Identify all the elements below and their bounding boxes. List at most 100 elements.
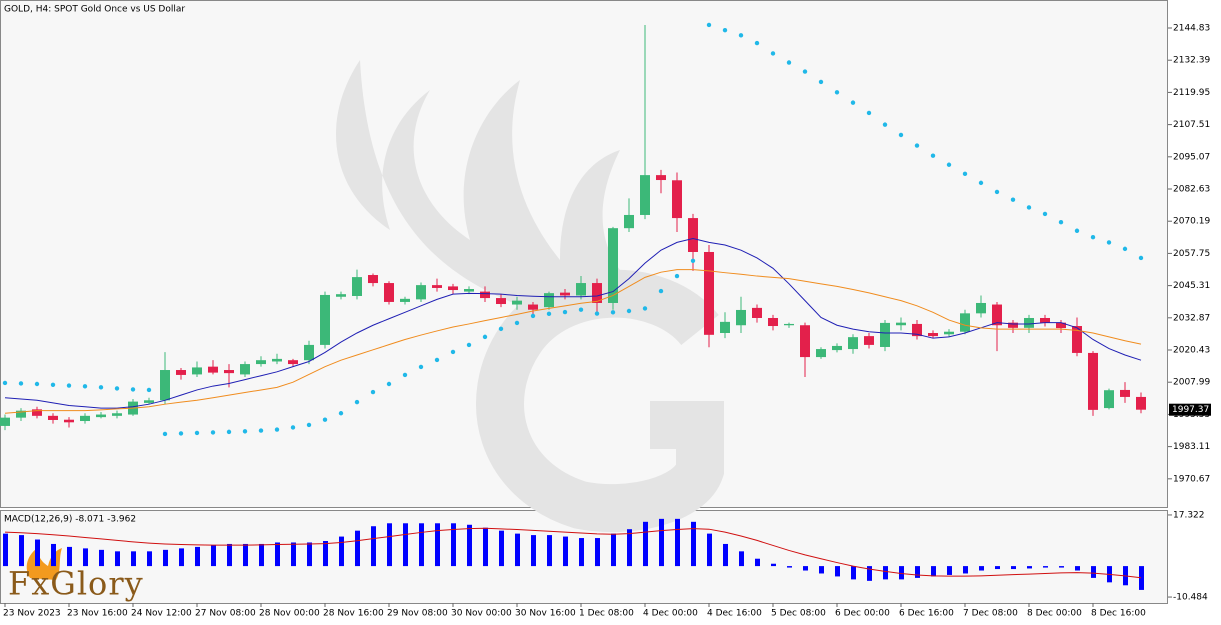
macd-bar (1091, 566, 1096, 578)
sar-dot (306, 422, 312, 428)
sar-dot (1010, 197, 1016, 202)
macd-bar (723, 543, 728, 567)
sar-dot (1090, 235, 1096, 240)
sar-dot (898, 132, 904, 138)
candle-body (400, 298, 410, 302)
candle-body (944, 331, 954, 335)
sar-dot (882, 122, 888, 127)
macd-bar (67, 546, 72, 567)
sar-dot (1026, 205, 1032, 210)
candle-body (208, 366, 218, 373)
sar-dot (962, 171, 968, 177)
sar-dot (754, 40, 760, 46)
sar-dot (818, 79, 824, 85)
macd-bar (483, 527, 488, 567)
candle-body (64, 419, 74, 423)
candle-body (912, 323, 922, 337)
sar-dot (66, 383, 72, 388)
y-tick-label: 2095.07 (1173, 152, 1210, 162)
sar-dot (658, 288, 664, 294)
sar-dot (322, 417, 328, 422)
candle-body (688, 218, 698, 252)
sar-dot (946, 162, 952, 167)
sar-dot (114, 386, 120, 391)
candle-body (512, 300, 522, 305)
y-tick-label: 2082.63 (1173, 185, 1210, 195)
y-tick-label: 1970.67 (1173, 474, 1210, 484)
x-tick-label: 6 Dec 16:00 (899, 609, 954, 619)
sar-dot (1074, 228, 1080, 233)
x-tick-label: 5 Dec 08:00 (771, 609, 826, 619)
candle-body (736, 309, 746, 326)
candle-body (656, 175, 666, 181)
sar-dot (402, 372, 408, 378)
y-tick-label: 2057.75 (1173, 249, 1210, 259)
macd-bar (531, 535, 536, 567)
candle-body (992, 304, 1002, 326)
sar-dot (98, 385, 104, 390)
candle-body (1008, 322, 1018, 328)
sar-dot (258, 428, 264, 433)
x-tick-label: 4 Dec 00:00 (643, 609, 698, 619)
candle-body (352, 277, 362, 296)
candle-body (896, 322, 906, 326)
candle-body (240, 364, 250, 375)
sar-dot (210, 430, 216, 435)
sar-dot (738, 33, 744, 38)
candle-body (1040, 317, 1050, 323)
sar-dot (642, 306, 648, 311)
candle-body (336, 294, 346, 297)
macd-bar (579, 538, 584, 567)
candle-body (272, 358, 282, 362)
sar-dot (1058, 220, 1064, 225)
macd-bar (931, 566, 936, 577)
macd-bar (963, 566, 968, 574)
x-tick-label: 1 Dec 08:00 (579, 609, 634, 619)
macd-bar (99, 549, 104, 567)
macd-bar (403, 523, 408, 567)
x-tick-label: 6 Dec 00:00 (835, 609, 890, 619)
macd-bar (771, 563, 776, 567)
sar-dot (194, 430, 200, 436)
x-tick-label: 24 Nov 12:00 (131, 609, 192, 619)
sar-dot (978, 180, 984, 186)
macd-bar (323, 541, 328, 567)
sar-dot (1042, 211, 1048, 217)
macd-bar (499, 530, 504, 567)
sar-dot (1138, 255, 1144, 261)
sar-dot (578, 307, 584, 312)
y-tick-label: 17.322 (1173, 510, 1205, 520)
candle-body (32, 409, 42, 416)
x-tick-label: 30 Nov 16:00 (515, 609, 576, 619)
candle-body (768, 317, 778, 327)
y-tick-label: 2007.99 (1173, 378, 1210, 388)
macd-bar (563, 536, 568, 567)
sar-dot (418, 364, 424, 370)
candle-body (1120, 389, 1130, 397)
y-tick-label: 2132.39 (1173, 56, 1210, 66)
macd-bar (355, 530, 360, 567)
macd-bar (947, 566, 952, 575)
candle-body (544, 293, 554, 308)
sar-dot (178, 431, 184, 436)
macd-bar (291, 542, 296, 567)
candle-body (1072, 326, 1082, 353)
candle-body (592, 283, 602, 303)
candle-body (624, 214, 634, 229)
watermark-flame (336, 60, 640, 320)
candle-body (848, 337, 858, 350)
macd-bar (739, 551, 744, 567)
macd-bar (611, 533, 616, 567)
macd-bar (627, 529, 632, 567)
candle-body (816, 349, 826, 358)
last-price-label: 1997.37 (1172, 405, 1209, 415)
candle-body (864, 336, 874, 345)
macd-bar (371, 526, 376, 567)
macd-bar (275, 542, 280, 567)
sar-dot (914, 143, 920, 148)
macd-bar (51, 543, 56, 567)
macd-bar (547, 535, 552, 567)
candle-body (960, 313, 970, 332)
sar-dot (802, 69, 808, 74)
